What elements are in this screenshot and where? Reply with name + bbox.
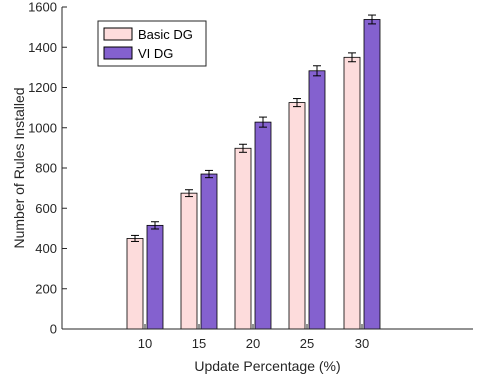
y-tick-label: 1000	[28, 120, 57, 135]
y-ticks-group: 0 200 400 600 800 1000 1200 1400 1600	[28, 0, 67, 337]
legend-swatch-basic-dg	[103, 27, 133, 41]
bar-vi-dg	[146, 224, 164, 330]
bar-vi-dg	[308, 70, 326, 330]
y-axis-title: Number of Rules Installed	[11, 87, 27, 248]
y-tick-label: 600	[35, 201, 57, 216]
y-tick-label: 400	[35, 241, 57, 256]
y-tick-label: 1400	[28, 40, 57, 55]
x-tick-label: 15	[192, 336, 206, 351]
x-tick-label: 25	[300, 336, 314, 351]
y-tick-label: 1600	[28, 0, 57, 15]
bar-basic-dg	[343, 56, 361, 330]
legend-label-vi-dg: VI DG	[138, 46, 173, 61]
x-tick-label: 30	[355, 336, 369, 351]
error-bars-group	[131, 14, 376, 242]
y-tick-label: 0	[50, 322, 57, 337]
x-tick-label: 10	[138, 336, 152, 351]
legend-swatch-vi-dg	[103, 46, 133, 60]
x-axis-title: Update Percentage (%)	[194, 358, 340, 374]
bar-vi-dg	[200, 173, 218, 330]
legend: Basic DG VI DG	[97, 20, 207, 67]
bar-basic-dg	[126, 238, 144, 330]
x-ticks-group: 10 15 20 25 30	[138, 324, 369, 351]
bar-basic-dg	[288, 102, 306, 330]
legend-label-basic-dg: Basic DG	[138, 27, 193, 42]
y-tick-label: 1200	[28, 80, 57, 95]
y-tick-label: 200	[35, 281, 57, 296]
x-tick-label: 20	[246, 336, 260, 351]
bar-vi-dg	[254, 121, 272, 330]
bar-basic-dg	[234, 147, 252, 330]
y-tick-label: 800	[35, 161, 57, 176]
bar-vi-dg	[363, 19, 381, 330]
bars-group	[126, 19, 381, 330]
bar-basic-dg	[180, 192, 198, 330]
